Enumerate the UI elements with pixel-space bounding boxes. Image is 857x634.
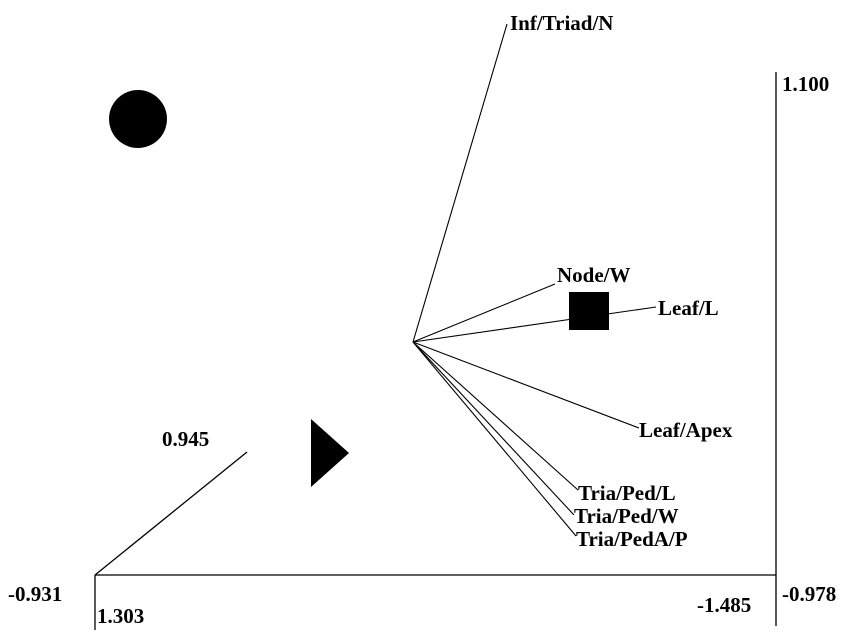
vector-tria-ped-l (412, 341, 579, 491)
vector-label-tria-ped-l: Tria/Ped/L (578, 481, 676, 505)
vertical-axis-top-label: 1.100 (782, 72, 829, 96)
vector-node-w (412, 283, 556, 343)
vector-inf-triad-n (412, 23, 508, 343)
horizontal-axis-right-label: -0.978 (782, 582, 836, 606)
horizontal-axis-left-label: -0.931 (8, 582, 62, 606)
point-square (569, 292, 609, 330)
vector-tria-peda-p (412, 341, 577, 537)
depth-axis (94, 451, 248, 576)
depth-axis-near-label: 1.303 (97, 604, 144, 628)
depth-axis-far-label: 0.945 (162, 427, 209, 451)
vector-label-inf-triad-n: Inf/Triad/N (510, 11, 613, 35)
vector-label-leaf-l: Leaf/L (658, 296, 719, 320)
vector-leaf-apex (412, 341, 640, 429)
point-triangle (311, 419, 349, 487)
vector-label-node-w: Node/W (557, 263, 631, 287)
vector-leaf-l (412, 306, 657, 343)
point-circle (109, 90, 167, 148)
vector-tria-ped-w (412, 341, 575, 516)
vector-label-tria-ped-w: Tria/Ped/W (574, 504, 679, 528)
depth-axis-back-label: -1.485 (697, 593, 751, 617)
vector-label-tria-peda-p: Tria/PedA/P (576, 527, 688, 551)
vector-label-leaf-apex: Leaf/Apex (639, 418, 733, 442)
